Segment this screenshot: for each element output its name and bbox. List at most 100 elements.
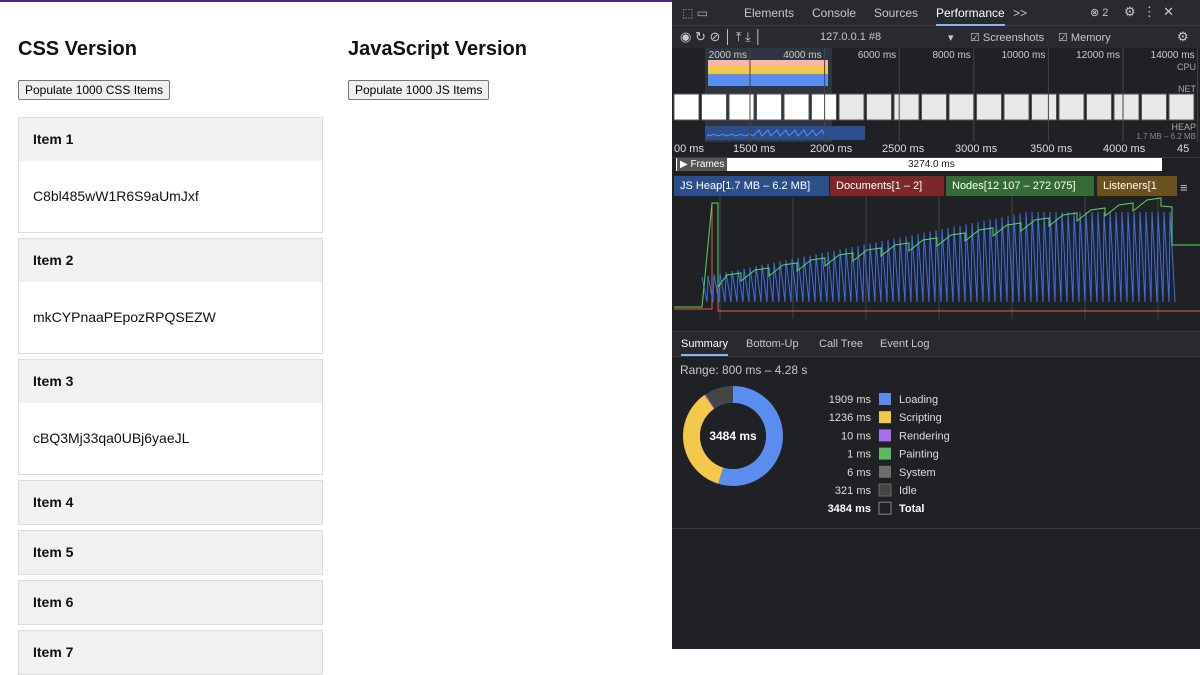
cpu-loading bbox=[708, 74, 828, 86]
counter-toggle[interactable]: Documents[1 – 2] bbox=[830, 176, 944, 196]
total-name: Total bbox=[899, 503, 924, 515]
counters-menu[interactable]: ≡ bbox=[1180, 180, 1188, 195]
memory-toggle[interactable]: ☑ Memory bbox=[1058, 32, 1111, 44]
legend-swatch bbox=[878, 483, 892, 497]
js-heading: JavaScript Version bbox=[348, 38, 527, 60]
overview-label: 1.7 MB – 6.2 MB bbox=[1136, 132, 1196, 141]
frame-time-text: 3274.0 ms bbox=[908, 159, 955, 170]
counter-toggle[interactable]: Listeners[1 bbox=[1097, 176, 1177, 196]
item-title: Item 2 bbox=[19, 239, 322, 282]
donut-center: 3484 ms bbox=[709, 429, 757, 443]
overview-tick: 6000 ms bbox=[858, 50, 896, 61]
legend-value: 6 ms bbox=[847, 467, 871, 479]
item-title: Item 3 bbox=[19, 360, 322, 403]
devtools: ⬚ ▭ >> ⊗ 2 ⚙ ⋮ ✕ ◉ ↻ ⊘ │ ⤒ ⤓ │ 127.0.0.1… bbox=[672, 0, 1200, 649]
donut-segment bbox=[704, 394, 715, 409]
legend-value: 1236 ms bbox=[829, 412, 872, 424]
counter-toggle[interactable]: JS Heap[1.7 MB – 6.2 MB] bbox=[674, 176, 829, 196]
item: Item 1 C8bl485wW1R6S9aUmJxf bbox=[18, 117, 323, 233]
devtools-tab[interactable]: Elements bbox=[744, 6, 795, 20]
screenshot-thumb bbox=[976, 93, 1002, 121]
screenshot-thumb bbox=[1031, 93, 1057, 121]
legend-swatch bbox=[879, 411, 891, 424]
ruler-tick: 45 bbox=[1177, 143, 1190, 155]
item-title: Item 7 bbox=[19, 631, 322, 674]
settings-icon[interactable]: ⚙ ⋮ ✕ bbox=[1124, 4, 1174, 19]
screenshot-thumb bbox=[1003, 93, 1030, 121]
populate-js-button[interactable]: Populate 1000 JS Items bbox=[348, 80, 490, 100]
frames-label[interactable]: ▶ Frames bbox=[677, 158, 728, 171]
legend-swatch bbox=[879, 393, 891, 405]
js-heap-line bbox=[701, 211, 1176, 303]
overview-tick: 2000 ms bbox=[709, 50, 747, 61]
session-select[interactable]: 127.0.0.1 #8 bbox=[820, 31, 882, 43]
screenshot-thumb bbox=[948, 93, 975, 121]
overview-tick: 4000 ms bbox=[783, 50, 821, 61]
divider bbox=[672, 528, 1200, 529]
screenshot-thumb bbox=[1113, 93, 1140, 121]
nodes-line bbox=[674, 197, 1200, 308]
memory-label: Memory bbox=[1070, 32, 1111, 44]
screenshot-thumb bbox=[866, 93, 892, 121]
screenshot-thumb bbox=[783, 93, 810, 121]
capture-settings[interactable]: ⚙ bbox=[1177, 29, 1189, 44]
legend-value: 1909 ms bbox=[829, 394, 872, 406]
legend-swatch bbox=[879, 447, 891, 460]
ruler-tick: 1500 ms bbox=[733, 143, 776, 155]
frames-track bbox=[676, 158, 1162, 171]
heap-line bbox=[707, 129, 826, 137]
counter-toggle[interactable]: Nodes[12 107 – 272 075] bbox=[946, 176, 1094, 196]
item: Item 4 bbox=[18, 480, 323, 525]
ruler-tick: 00 ms bbox=[674, 143, 704, 155]
item: Item 2 mkCYPnaaPEpozRPQSEZW bbox=[18, 238, 323, 354]
devtools-tab[interactable]: Console bbox=[812, 6, 857, 20]
screenshots-label: Screenshots bbox=[982, 32, 1045, 44]
donut-segment bbox=[705, 394, 715, 409]
bottom-tab[interactable]: Bottom-Up bbox=[746, 338, 799, 350]
record-controls[interactable]: ◉ ↻ ⊘ │ ⤒ ⤓ │ bbox=[680, 29, 763, 44]
populate-css-button[interactable]: Populate 1000 CSS Items bbox=[18, 80, 171, 100]
cpu-header bbox=[708, 60, 828, 66]
screenshot-thumb bbox=[838, 93, 865, 121]
screenshot-thumb bbox=[1058, 93, 1085, 121]
ruler-tick: 3500 ms bbox=[1030, 143, 1073, 155]
screenshots-toggle[interactable]: ☑ Screenshots bbox=[970, 32, 1045, 44]
legend-swatch bbox=[879, 465, 891, 478]
overview: 2000 ms 4000 ms 6000 ms 8000 ms 10000 ms 1200… bbox=[672, 48, 1200, 142]
bottom-tab[interactable]: Summary bbox=[681, 338, 729, 356]
more-tabs[interactable]: >> bbox=[1013, 6, 1028, 20]
legend-swatch bbox=[879, 429, 891, 442]
item: Item 5 bbox=[18, 530, 323, 575]
css-heading: CSS Version bbox=[18, 38, 137, 60]
donut-hole bbox=[700, 403, 766, 469]
overview-tick: 12000 ms bbox=[1076, 50, 1120, 61]
devtools-tab[interactable]: Performance bbox=[936, 6, 1005, 26]
screenshot-thumb bbox=[1086, 93, 1112, 121]
legend-name: Scripting bbox=[899, 412, 942, 424]
inspect-icon[interactable]: ⬚ ▭ bbox=[682, 6, 709, 20]
screenshot-thumb bbox=[893, 93, 920, 121]
total-value: 3484 ms bbox=[828, 503, 871, 515]
devtools-tab[interactable]: Sources bbox=[874, 6, 919, 20]
screenshot-thumb bbox=[701, 93, 727, 121]
dropdown-arrow[interactable]: ▾ bbox=[948, 32, 954, 44]
item: Item 6 bbox=[18, 580, 323, 625]
summary-chart: 3484 ms 1909 ms Loading 1236 ms Scripting 10 … bbox=[683, 386, 950, 515]
screenshot-thumb bbox=[811, 93, 837, 121]
item-title: Item 6 bbox=[19, 581, 322, 624]
bottom-tab[interactable]: Call Tree bbox=[819, 338, 864, 350]
memory-graph bbox=[674, 197, 1200, 319]
overview-label: HEAP bbox=[1171, 122, 1196, 132]
error-count: 2 bbox=[1102, 7, 1109, 19]
item: Item 7 bbox=[18, 630, 323, 675]
top-border bbox=[0, 0, 672, 2]
overview-tick: 14000 ms bbox=[1151, 50, 1195, 61]
item: Item 3 cBQ3Mj33qa0UBj6yaeJL bbox=[18, 359, 323, 475]
legend-name: System bbox=[899, 467, 936, 479]
ruler-tick: 3000 ms bbox=[955, 143, 998, 155]
bottom-tab[interactable]: Event Log bbox=[880, 338, 930, 350]
error-badge[interactable]: ⊗ 2 bbox=[1090, 7, 1109, 19]
item-title: Item 1 bbox=[19, 118, 322, 161]
legend-name: Rendering bbox=[899, 430, 950, 442]
